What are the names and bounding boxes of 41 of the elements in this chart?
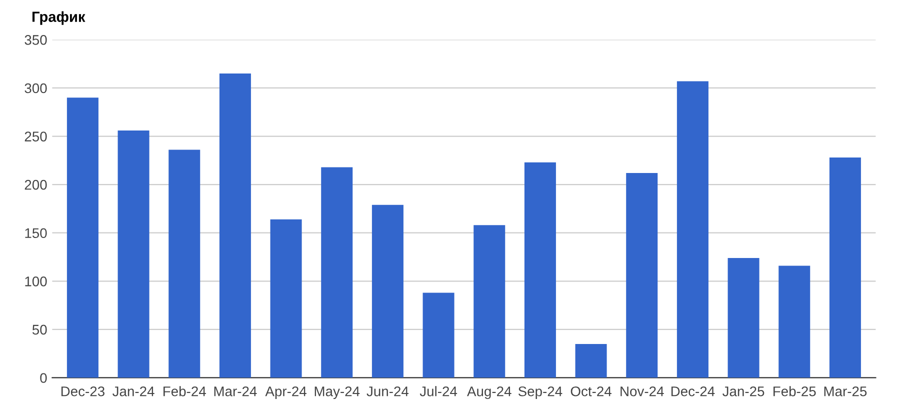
x-tick-label: Jan-25 — [722, 386, 764, 396]
y-tick-label: 350 — [24, 35, 47, 45]
x-tick-label: Mar-25 — [824, 386, 867, 396]
x-tick-label: Oct-24 — [570, 386, 612, 396]
y-tick-label: 200 — [24, 180, 47, 190]
bar — [219, 74, 251, 378]
y-tick-label: 100 — [25, 276, 47, 286]
bar — [626, 172, 658, 378]
bar — [676, 81, 708, 378]
x-tick-label: Aug-24 — [467, 386, 512, 400]
bar — [728, 258, 760, 378]
bar — [321, 167, 353, 378]
x-tick-label: Dec-23 — [61, 386, 104, 396]
x-tick-label: Jun-24 — [366, 386, 409, 396]
bar — [66, 98, 98, 378]
bar — [778, 266, 810, 378]
bar — [474, 225, 506, 378]
x-tick-label: Mar-24 — [214, 386, 257, 396]
bar — [575, 344, 607, 378]
x-tick-label: Sep-24 — [518, 386, 562, 400]
x-tick-label: Feb-25 — [774, 386, 816, 396]
y-tick-label: 0 — [40, 373, 47, 383]
x-tick-label: May-24 — [314, 386, 360, 400]
x-tick-label: Apr-24 — [265, 386, 306, 400]
bar — [168, 150, 200, 378]
x-tick-label: Jan-24 — [112, 386, 154, 396]
y-tick-label: 150 — [25, 228, 47, 238]
bar — [829, 158, 861, 378]
bar — [524, 162, 556, 378]
y-tick-label: 300 — [24, 83, 47, 94]
chart-title: График — [32, 11, 86, 25]
x-tick-label: Dec-24 — [671, 386, 715, 396]
bar — [372, 204, 404, 378]
x-tick-label: Nov-24 — [620, 386, 664, 396]
x-tick-label: Jul-24 — [420, 386, 458, 396]
y-tick-label: 50 — [32, 324, 47, 335]
bar — [118, 130, 150, 378]
bar — [422, 292, 454, 378]
y-tick-label: 250 — [24, 132, 47, 142]
bar — [270, 219, 302, 378]
x-tick-label: Feb-24 — [164, 386, 206, 396]
